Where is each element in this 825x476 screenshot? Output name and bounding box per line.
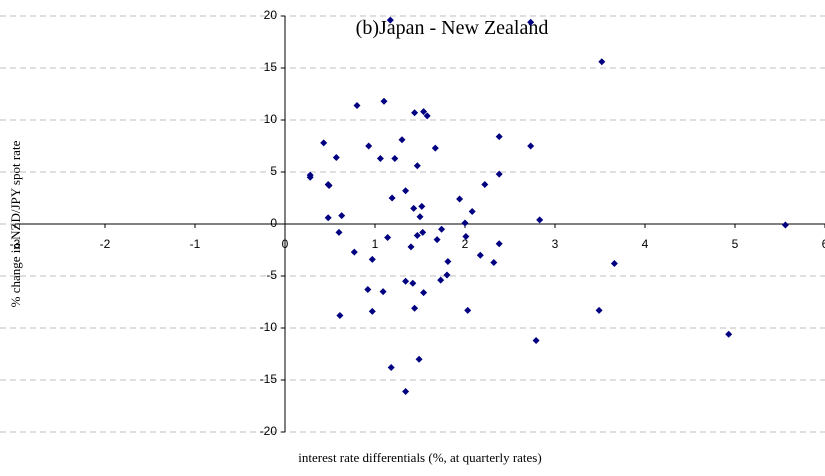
point [402, 387, 410, 395]
point [433, 236, 441, 244]
point [725, 330, 733, 338]
x-tick-label: 5 [732, 237, 739, 251]
point [364, 286, 372, 294]
point [437, 276, 445, 284]
point [610, 260, 618, 268]
chart-title: (b)Japan - New Zealand [356, 17, 549, 39]
x-tick-label: 6 [822, 237, 825, 251]
point [402, 187, 410, 195]
point [410, 204, 418, 212]
y-tick-label: -20 [260, 424, 278, 438]
point [376, 154, 384, 162]
point [409, 279, 417, 287]
point [398, 136, 406, 144]
point [420, 108, 428, 116]
x-tick-label: 3 [552, 237, 559, 251]
point [336, 312, 344, 320]
point [462, 232, 470, 240]
y-tick-label: -15 [260, 372, 278, 386]
point [438, 225, 446, 233]
x-tick-label: 0 [282, 237, 289, 251]
y-tick-label: 10 [264, 112, 278, 126]
point [387, 364, 395, 372]
point [416, 213, 424, 221]
point [420, 289, 428, 297]
point [461, 219, 469, 227]
point [325, 182, 333, 190]
point [464, 306, 472, 314]
point [413, 231, 421, 239]
y-tick-label: 5 [270, 164, 277, 178]
point [423, 112, 431, 120]
point [419, 228, 427, 236]
point [456, 195, 464, 203]
x-tick-label: -3 [10, 237, 21, 251]
point [527, 142, 535, 150]
point [443, 271, 451, 279]
point [320, 139, 328, 147]
x-tick-label: 1 [372, 237, 379, 251]
x-tick-label: -1 [190, 237, 201, 251]
point [350, 248, 358, 256]
point [338, 212, 346, 220]
point [384, 234, 392, 242]
point [481, 180, 489, 188]
point [411, 304, 419, 312]
point [411, 109, 419, 117]
point [476, 251, 484, 259]
point [365, 142, 373, 150]
point [386, 16, 394, 24]
point [413, 162, 421, 170]
y-tick-label: -10 [260, 320, 278, 334]
point [468, 208, 476, 216]
point [353, 101, 361, 109]
point [431, 144, 439, 152]
point [415, 355, 423, 363]
point [598, 58, 606, 66]
point [527, 18, 535, 26]
point [368, 255, 376, 263]
point [495, 240, 503, 248]
point [306, 173, 314, 181]
point [379, 288, 387, 296]
point [536, 216, 544, 224]
point [388, 194, 396, 202]
y-tick-label: 0 [270, 216, 277, 230]
point [532, 336, 540, 344]
y-tick-label: 15 [264, 60, 278, 74]
x-tick-label: 2 [462, 237, 469, 251]
point [380, 97, 388, 105]
point [418, 202, 426, 210]
point [781, 221, 789, 229]
y-tick-label: -5 [266, 268, 277, 282]
point [368, 307, 376, 315]
point [495, 133, 503, 141]
point [324, 214, 332, 222]
point [595, 306, 603, 314]
point [332, 153, 340, 161]
x-axis-label: interest rate differentials (%, at quart… [298, 450, 541, 465]
point [495, 170, 503, 178]
point [402, 277, 410, 285]
point [407, 243, 415, 251]
point [444, 257, 452, 265]
x-tick-label: -2 [100, 237, 111, 251]
x-tick-label: 4 [642, 237, 649, 251]
point [490, 258, 498, 266]
point [391, 154, 399, 162]
y-tick-label: 20 [264, 8, 278, 22]
point [335, 228, 343, 236]
